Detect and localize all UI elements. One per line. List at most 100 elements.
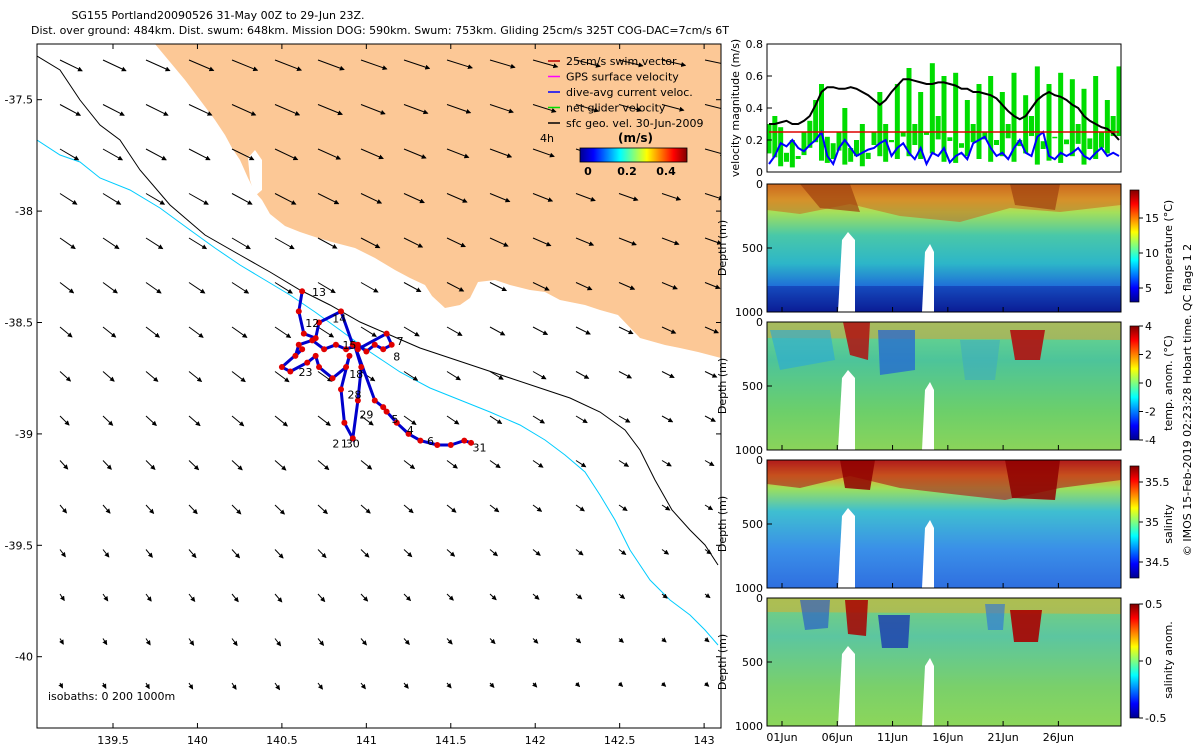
velocity-arrow <box>617 681 624 687</box>
velocity-arrow <box>274 638 282 647</box>
velocity-arrow <box>360 282 379 293</box>
salinity-anomaly-panel: Depth (m) <box>716 597 1122 727</box>
net-glider-velocity-bar <box>1052 136 1058 139</box>
net-glider-velocity-bar <box>819 84 824 161</box>
colorbar-tick-label: 4 <box>1145 320 1152 333</box>
velocity-arrow <box>704 637 710 643</box>
velocity-arrow <box>317 504 328 515</box>
net-glider-velocity-bar <box>848 148 854 162</box>
colorbar-tick-label: 0 <box>1145 377 1152 390</box>
velocity-arrow <box>661 460 672 467</box>
colorbar-tick-label: 0.5 <box>1145 598 1163 611</box>
net-glider-velocity-bar <box>1104 100 1110 154</box>
salinity-anomaly-ylabel: Depth (m) <box>716 634 729 690</box>
net-glider-velocity-bar <box>941 76 947 162</box>
velocity-arrow <box>661 504 671 511</box>
net-glider-velocity-bar <box>807 120 813 148</box>
velocity-arrow <box>661 415 674 423</box>
velocity-arrow <box>360 148 384 160</box>
velocity-arrow <box>575 371 590 379</box>
velocity-arrow <box>703 681 710 687</box>
net-glider-velocity-bar <box>1034 66 1040 165</box>
colorbar-title: (m/s) <box>618 131 653 145</box>
net-glider-velocity-bar <box>883 124 889 162</box>
velocity-arrow <box>704 282 721 290</box>
velocity-arrow <box>59 593 65 602</box>
station-label: 18 <box>349 368 363 381</box>
net-glider-velocity-bar <box>1075 124 1081 144</box>
depth-tick-label: 500 <box>742 380 763 393</box>
velocity-arrow <box>59 415 70 426</box>
colorbar-tick-label: 34.5 <box>1145 556 1170 569</box>
track-point <box>343 364 350 371</box>
velocity-arrow <box>231 593 239 603</box>
velocity-arrow <box>446 504 457 513</box>
velocity-arrow <box>489 237 509 247</box>
velocity-panel: 0 0.2 0.4 0.6 0.8 velocity magnitude (m/s) <box>729 38 1122 179</box>
track-point <box>295 308 302 315</box>
station-label: 30 <box>346 437 360 450</box>
station-label: 28 <box>348 388 362 401</box>
track-point <box>405 430 412 437</box>
velocity-arrow <box>360 504 371 514</box>
net-glider-velocity-bar <box>924 132 929 135</box>
velocity-arrow <box>317 371 333 382</box>
velocity-arrow <box>231 460 243 471</box>
depth-tick-label: 0 <box>756 454 763 467</box>
track-point <box>321 346 328 353</box>
track-point <box>380 346 387 353</box>
salinity-cbar-label: salinity <box>1162 504 1175 544</box>
velocity-arrow <box>403 593 412 602</box>
day-tick-label: 16Jun <box>932 731 963 744</box>
velocity-arrow <box>317 593 326 603</box>
velocity-arrow <box>446 282 465 292</box>
map-ytick-label: -37.5 <box>5 94 33 107</box>
track-map: 13 12 14 15 7 8 23 18 28 29 54 2 130 6 31 139.5 140 140.… <box>5 43 722 747</box>
velocity-arrow <box>231 59 259 72</box>
velocity-arrow <box>317 104 343 116</box>
net-glider-velocity-bar <box>871 132 877 145</box>
velocity-arrow <box>661 593 668 599</box>
velocity-ytick-label: 0.8 <box>746 38 764 51</box>
velocity-arrow <box>618 549 627 556</box>
velocity-arrow <box>704 104 721 109</box>
velocity-arrow <box>188 326 204 338</box>
track-point <box>338 386 344 393</box>
velocity-arrow <box>403 504 414 514</box>
net-glider-velocity-bar <box>976 84 982 159</box>
track-point <box>354 397 361 404</box>
velocity-arrow <box>618 193 639 202</box>
velocity-arrow <box>618 371 633 379</box>
net-glider-velocity-bar <box>1087 138 1093 149</box>
salinity-colorbar <box>1129 465 1140 579</box>
velocity-arrow <box>59 104 82 116</box>
velocity-arrow <box>102 326 117 338</box>
depth-tick-label: 500 <box>742 242 763 255</box>
velocity-arrow <box>532 326 549 335</box>
velocity-arrow <box>575 326 591 335</box>
salinity-anomaly-section <box>767 598 1121 726</box>
velocity-arrow <box>489 638 496 645</box>
map-ytick-label: -38 <box>15 205 33 218</box>
velocity-arrow <box>532 148 555 158</box>
map-xtick-label: 140 <box>187 734 208 747</box>
station-label: 29 <box>359 408 373 421</box>
velocity-arrow <box>618 237 637 246</box>
velocity-arrow <box>102 549 110 558</box>
station-label: 4 <box>407 424 414 437</box>
velocity-arrow <box>231 682 237 690</box>
velocity-arrow <box>59 326 73 338</box>
velocity-arrow <box>145 282 162 294</box>
velocity-arrow <box>575 59 601 68</box>
velocity-arrow <box>188 549 197 559</box>
velocity-arrow <box>317 59 345 71</box>
velocity-arrow <box>489 59 516 69</box>
velocity-arrow <box>317 460 330 471</box>
velocity-ytick-label: 0 <box>756 166 763 179</box>
land-inlet <box>248 150 262 196</box>
track-point <box>363 348 370 355</box>
net-glider-velocity-bar <box>1069 79 1075 157</box>
net-glider-velocity-bar <box>1017 140 1023 147</box>
velocity-arrow <box>59 193 78 205</box>
map-xtick-label: 141 <box>356 734 377 747</box>
